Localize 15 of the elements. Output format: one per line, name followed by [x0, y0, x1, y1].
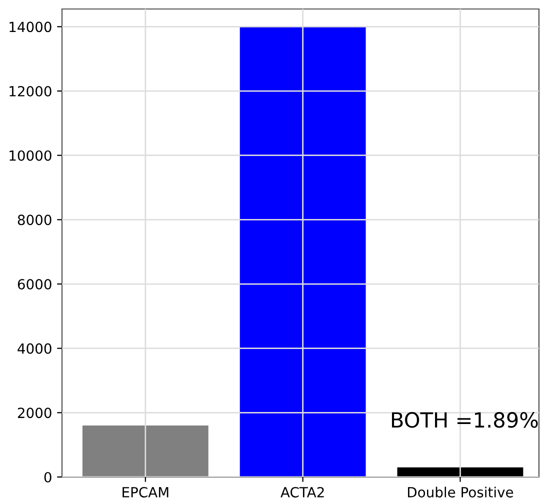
x-tick-label: EPCAM — [122, 486, 168, 498]
x-tick-label: ACTA2 — [280, 486, 324, 498]
y-tick-label: 4000 — [18, 343, 52, 354]
bar — [240, 26, 366, 477]
bar — [82, 426, 208, 477]
x-tick-label: Double Positive — [408, 486, 514, 498]
y-tick-label: 14000 — [10, 22, 52, 32]
y-tick-label: 6000 — [18, 278, 52, 290]
annotation: BOTH =1.89% — [392, 412, 538, 428]
bar — [397, 467, 524, 477]
y-tick-label: 0 — [44, 472, 52, 482]
y-tick-label: 2000 — [18, 408, 52, 418]
y-tick-label: 8000 — [18, 214, 52, 226]
y-tick-label: 12000 — [10, 86, 52, 96]
y-tick-label: 10000 — [10, 150, 52, 161]
